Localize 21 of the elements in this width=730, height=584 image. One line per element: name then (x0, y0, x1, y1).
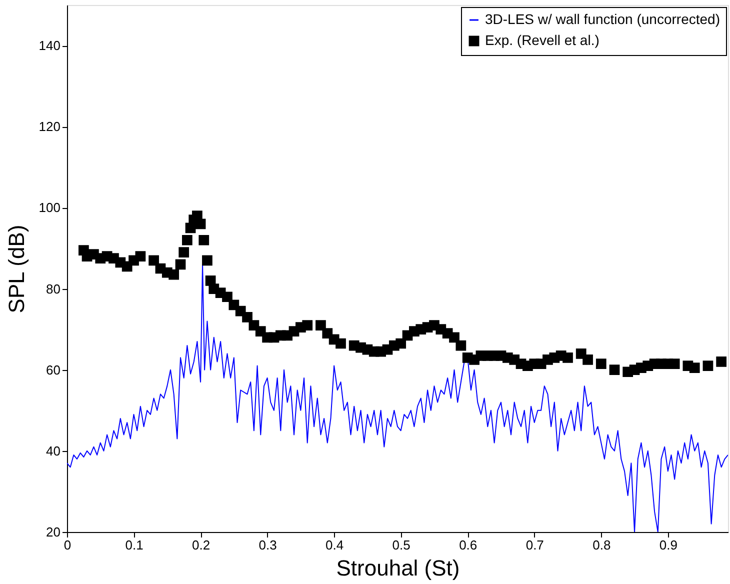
y-tick-label: 20 (46, 524, 60, 540)
y-tick-label: 40 (46, 443, 60, 458)
x-tick-label: 0.7 (526, 538, 544, 552)
y-tick-label: 120 (38, 119, 60, 134)
y-tick-label: 140 (38, 38, 60, 54)
x-tick-label: 0.2 (192, 538, 210, 552)
y-tick-label: 60 (46, 362, 60, 378)
x-tick-label: 0.9 (659, 538, 678, 552)
x-tick-label: 0.4 (326, 538, 344, 552)
y-tick-label: 100 (38, 200, 60, 216)
x-tick-label: 0 (64, 538, 72, 552)
x-tick-label: 0.6 (459, 538, 478, 552)
x-tick-label: 0.8 (592, 538, 611, 552)
legend-label: 3D-LES w/ wall function (uncorrected) (485, 11, 720, 27)
y-tick-label: 80 (46, 281, 60, 296)
legend-label: Exp. (Revell et al.) (485, 32, 600, 48)
x-tick-label: 0.3 (258, 538, 277, 552)
x-tick-label: 0.1 (125, 538, 144, 552)
x-tick-label: 0.5 (392, 538, 410, 552)
x-axis-title: Strouhal (St) (336, 556, 460, 580)
y-axis-title: SPL (dB) (4, 224, 29, 314)
